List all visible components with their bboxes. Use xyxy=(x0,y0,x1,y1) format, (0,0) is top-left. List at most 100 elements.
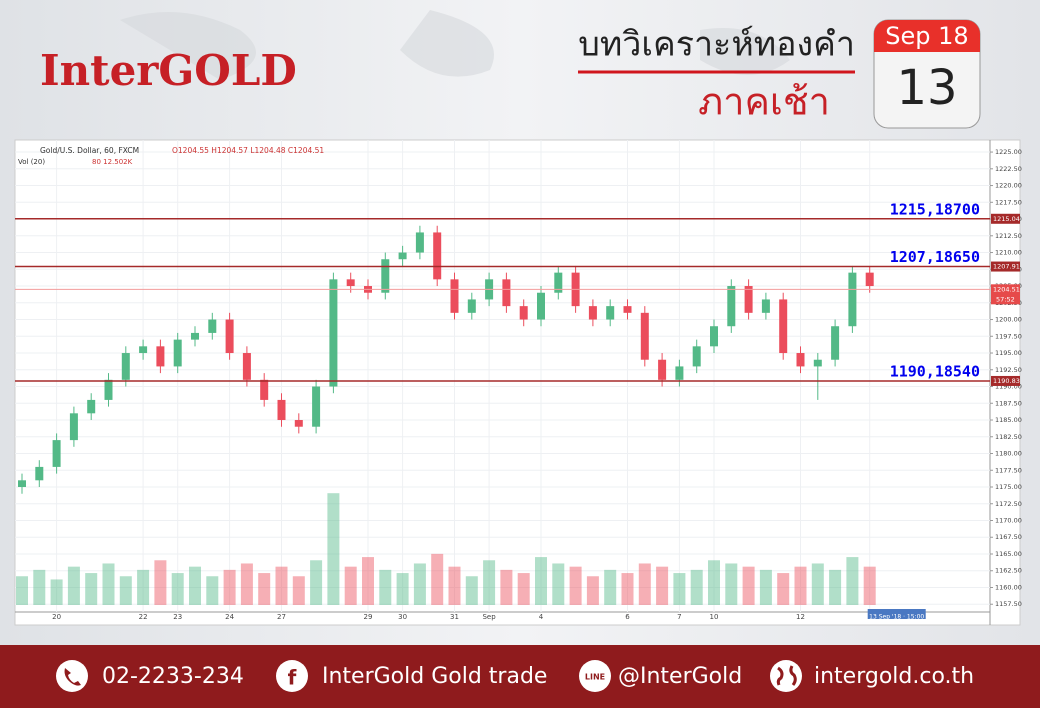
volume-bar xyxy=(431,553,444,605)
candle-body xyxy=(312,386,321,427)
candle-body xyxy=(18,480,26,488)
volume-bar xyxy=(362,557,374,605)
x-tick-label: 13 Sep '18 · 15:00 xyxy=(869,614,924,621)
volume-bar xyxy=(604,569,617,605)
volume-bar xyxy=(500,569,513,605)
candle-body xyxy=(865,272,874,287)
website: intergold.co.th xyxy=(814,664,974,689)
volume-bar xyxy=(448,566,461,605)
candle-body xyxy=(537,292,545,320)
candle-body xyxy=(35,466,44,481)
candle-body xyxy=(692,346,701,367)
y-tick-label: 1212.50 xyxy=(995,232,1022,240)
candle-body xyxy=(727,286,736,327)
globe-icon xyxy=(770,660,802,692)
x-tick-label: 4 xyxy=(539,613,544,621)
volume-bar xyxy=(829,569,842,605)
phone: 02-2233-234 xyxy=(102,664,244,689)
x-tick-label: 6 xyxy=(625,613,630,621)
footer xyxy=(0,645,1040,708)
level-price-box xyxy=(991,213,1020,224)
volume-bar xyxy=(310,560,323,605)
volume-bar xyxy=(517,573,530,605)
candle-body xyxy=(415,232,424,253)
y-tick-label: 1157.50 xyxy=(995,600,1022,608)
time-cursor-box xyxy=(867,609,926,619)
volume-bar xyxy=(16,576,28,605)
candle-body xyxy=(69,413,78,441)
current-price: 1204.51 xyxy=(993,285,1020,293)
volume-bar xyxy=(137,569,150,605)
candle-body xyxy=(779,299,788,354)
level-label: 1207,18650 xyxy=(890,248,980,266)
volume-bar xyxy=(708,560,720,605)
facebook-icon xyxy=(276,660,308,692)
map-shapes xyxy=(120,10,790,80)
chart: 1157.50 1160.00 1162.50 1165.00 1167.50 1170.… xyxy=(15,140,1022,621)
candle-body xyxy=(796,353,805,367)
y-tick-label: 1217.50 xyxy=(995,198,1022,206)
volume-label: Vol (20) xyxy=(18,158,45,166)
candle-body xyxy=(242,353,251,380)
candle-body xyxy=(87,399,96,414)
level-label: 1215,18700 xyxy=(890,200,980,218)
volume-bar xyxy=(742,566,755,605)
level-price-box xyxy=(991,261,1020,272)
y-tick-label: 1190.00 xyxy=(995,383,1022,391)
volume-bar xyxy=(569,566,582,605)
line-icon xyxy=(579,660,611,692)
volume-bar xyxy=(535,557,547,605)
level-price: 1215.04 xyxy=(993,215,1020,223)
volume-bar xyxy=(189,566,201,605)
x-tick-label: 7 xyxy=(677,613,681,621)
candle-body xyxy=(744,286,753,313)
candle-body xyxy=(294,420,303,427)
title: บทวิเคราะห์ทองคำ xyxy=(578,25,855,65)
candle-body xyxy=(191,332,199,340)
volume-bar xyxy=(327,493,340,605)
x-tick-label: 22 xyxy=(139,613,148,621)
y-tick-label: 1160.00 xyxy=(995,583,1022,591)
candle-body xyxy=(658,359,667,380)
candle-body xyxy=(346,279,355,287)
candle-body xyxy=(450,279,459,313)
y-tick-label: 1170.00 xyxy=(995,516,1022,524)
volume-bar xyxy=(863,566,876,605)
volume-bar xyxy=(465,576,478,605)
candle-body xyxy=(588,306,597,320)
y-tick-label: 1197.50 xyxy=(995,332,1022,340)
candle-body xyxy=(121,353,130,380)
candle-body xyxy=(433,232,442,280)
candle-body xyxy=(640,312,649,360)
ohlc-label: O1204.55 H1204.57 L1204.48 C1204.51 xyxy=(172,146,324,155)
globe-glyph xyxy=(776,665,797,686)
candle-body xyxy=(606,306,615,320)
candle-body xyxy=(675,366,684,380)
subtitle: ภาคเช้า xyxy=(698,80,830,124)
line-glyph: LINE xyxy=(585,673,605,682)
candle-body xyxy=(761,299,770,313)
y-tick-label: 1192.50 xyxy=(995,366,1022,374)
symbol-label: Gold/U.S. Dollar, 60, FXCM xyxy=(40,146,139,155)
x-tick-label: 12 xyxy=(796,613,805,621)
volume-bar xyxy=(777,573,790,605)
candle-body xyxy=(329,279,338,387)
volume-bar xyxy=(621,573,634,605)
x-tick-label: 20 xyxy=(52,613,61,621)
phone-glyph xyxy=(64,668,81,686)
level-price-box xyxy=(991,375,1020,386)
candle-body xyxy=(398,252,407,260)
level-price: 1207.91 xyxy=(993,263,1020,271)
volume-bar xyxy=(33,569,46,605)
candle-body xyxy=(52,440,61,467)
calendar-day: 13 xyxy=(896,60,957,116)
candle-body xyxy=(208,319,217,333)
volume-bar xyxy=(811,563,824,605)
facebook-glyph: f xyxy=(288,666,297,690)
calendar-top xyxy=(874,20,980,52)
volume-bar xyxy=(413,563,426,605)
candle-body xyxy=(519,306,528,320)
volume-bar xyxy=(171,573,184,605)
volume-bar xyxy=(483,560,496,605)
candle-body xyxy=(173,339,182,367)
